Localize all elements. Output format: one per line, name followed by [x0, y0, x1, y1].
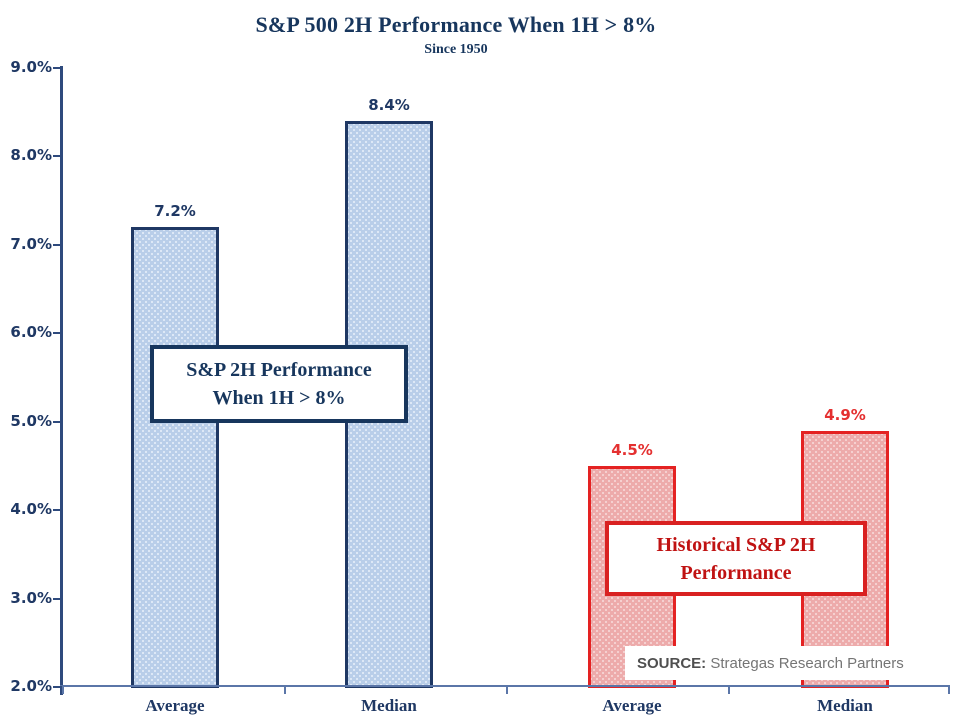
y-tick-label: 8.0%	[10, 146, 52, 165]
y-tick-label: 2.0%	[10, 677, 52, 695]
x-category-label: Average	[602, 696, 662, 715]
bar-value-label: 4.9%	[824, 405, 866, 424]
y-tick-mark	[53, 155, 62, 158]
y-tick-label: 4.0%	[10, 500, 52, 519]
y-tick-mark	[53, 332, 62, 335]
source-label: SOURCE:	[637, 654, 707, 672]
y-tick-mark	[53, 686, 62, 688]
bar-value-label: 7.2%	[154, 202, 196, 221]
source-text: Strategas Research Partners	[706, 654, 904, 672]
y-tick-mark	[53, 597, 62, 600]
chart-title: S&P 500 2H Performance When 1H > 8%	[255, 12, 657, 37]
x-axis	[60, 685, 950, 687]
y-axis	[60, 66, 63, 695]
y-tick-label: 5.0%	[10, 411, 52, 430]
x-tick-mark	[728, 686, 730, 694]
bar-average-highlight	[131, 227, 219, 688]
bar-value-label: 8.4%	[368, 96, 410, 115]
y-tick-label: 3.0%	[10, 588, 52, 607]
x-category-label: Average	[145, 696, 205, 715]
y-tick-label: 6.0%	[10, 323, 52, 342]
bar-value-label: 4.5%	[611, 440, 653, 459]
y-tick-mark	[53, 243, 62, 246]
chart-subtitle: Since 1950	[424, 42, 488, 57]
x-tick-mark	[284, 686, 286, 694]
x-tick-mark	[506, 686, 508, 694]
annotation-box-blue: S&P 2H Performance When 1H > 8%	[150, 345, 408, 423]
x-category-label: Median	[361, 696, 417, 715]
y-tick-mark	[53, 509, 62, 512]
y-tick-mark	[53, 420, 62, 423]
x-tick-mark	[62, 686, 64, 694]
annotation-red-line2: Performance	[680, 561, 792, 584]
y-tick-label: 7.0%	[10, 234, 52, 253]
x-category-label: Median	[817, 696, 873, 715]
source-box: SOURCE: Strategas Research Partners	[625, 646, 959, 680]
x-tick-mark	[948, 686, 950, 694]
annotation-red-line1: Historical S&P 2H	[656, 533, 816, 556]
annotation-box-red: Historical S&P 2H Performance	[605, 521, 867, 596]
annotation-blue-line1: S&P 2H Performance	[186, 359, 372, 381]
y-tick-label: 9.0%	[10, 58, 52, 76]
annotation-blue-line2: When 1H > 8%	[212, 387, 346, 409]
y-tick-mark	[53, 67, 62, 69]
